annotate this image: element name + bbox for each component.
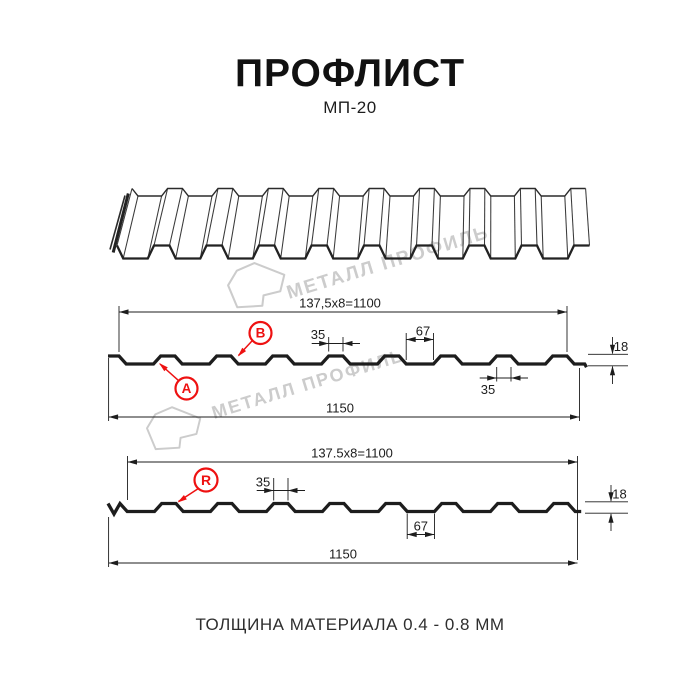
- drawing-shape: [378, 188, 385, 246]
- drawing-shape: [363, 188, 370, 246]
- sheet-front-edge: [115, 244, 590, 260]
- brand-logo-watermark: [146, 406, 202, 451]
- callout-letter-a: A: [182, 381, 192, 396]
- drawing-shape: [513, 195, 516, 259]
- drawing-shape: [415, 188, 421, 246]
- drawing-shape: [227, 195, 240, 259]
- arrowhead: [127, 459, 137, 465]
- drawing-shape: [431, 188, 435, 246]
- profile-section-ab: [108, 354, 588, 369]
- drawing-shape: [221, 188, 234, 246]
- profile-section-r: [106, 500, 582, 518]
- drawing-shape: [304, 195, 314, 259]
- drawing-shape: [175, 195, 189, 259]
- arrowhead: [568, 560, 578, 566]
- product-code: МП-20: [323, 98, 377, 117]
- arrowhead: [119, 309, 129, 315]
- arrowhead: [343, 340, 353, 347]
- drawing-shape: [468, 188, 471, 246]
- callout-letter-r: R: [201, 472, 211, 488]
- arrowhead: [264, 487, 274, 494]
- drawing-shape: [111, 193, 130, 253]
- page-title: ПРОФЛИСТ: [234, 52, 466, 95]
- drawing-shape: [273, 188, 284, 246]
- dim-label: 18: [614, 339, 628, 354]
- drawing-shape: [122, 195, 139, 259]
- drawing-shape: [205, 188, 219, 246]
- arrowhead: [108, 414, 119, 420]
- material-thickness-note: ТОЛЩИНА МАТЕРИАЛА 0.4 - 0.8 ММ: [195, 615, 505, 634]
- arrowhead: [557, 309, 567, 315]
- arrowhead: [570, 414, 580, 420]
- drawing-shape: [116, 188, 133, 246]
- brand-watermark-text: МЕТАЛЛ ПРОФИЛЬ: [209, 345, 407, 423]
- drawing-shape: [280, 195, 290, 259]
- brand-logo-watermark: [227, 262, 286, 309]
- arrowhead: [319, 340, 329, 347]
- arrowhead: [608, 513, 614, 523]
- drawing-shape: [199, 195, 213, 259]
- callout-letter-b: B: [256, 326, 266, 341]
- arrowhead: [159, 363, 168, 372]
- dim-label: 35: [311, 327, 325, 342]
- drawing-shape: [585, 188, 591, 246]
- sheet-back-edge: [131, 187, 586, 197]
- dim-label: 137,5x8=1100: [299, 296, 381, 311]
- arrowhead: [609, 365, 616, 376]
- sheet-3d-view: [109, 187, 591, 260]
- drawing-shape: [109, 195, 126, 250]
- callout-circle: [248, 320, 273, 346]
- arrowhead: [425, 531, 435, 538]
- arrowhead: [108, 560, 119, 566]
- arrowhead: [406, 336, 416, 343]
- dim-label: 35: [481, 382, 495, 397]
- brand-watermark-text: МЕТАЛЛ ПРОФИЛЬ: [284, 222, 491, 304]
- drawing-shape: [147, 195, 163, 259]
- drawing-shape: [332, 195, 341, 259]
- dim-label: 137.5x8=1100: [311, 446, 393, 461]
- drawing-shape: [310, 188, 320, 246]
- drawing-shape: [534, 188, 538, 246]
- arrowhead: [511, 375, 521, 381]
- drawing-shape: [564, 195, 569, 259]
- arrowhead: [288, 487, 298, 494]
- arrowhead: [487, 375, 497, 381]
- drawing-shape: [570, 188, 575, 246]
- drawing-shape: [252, 195, 263, 259]
- drawing-shape: [437, 195, 441, 259]
- callout-circle: [174, 376, 199, 401]
- dim-label: 67: [414, 519, 428, 534]
- drawing-shape: [168, 188, 183, 246]
- drawing-shape: [409, 195, 415, 259]
- drawing-shape: [153, 188, 169, 246]
- drawing-shape: [540, 195, 544, 259]
- drawing-shape: [385, 195, 391, 259]
- arrowhead: [609, 344, 616, 355]
- drawing-shape: [258, 188, 269, 246]
- arrowhead: [568, 459, 578, 465]
- callout-circle: [193, 467, 219, 493]
- drawing-shape: [326, 188, 335, 246]
- drawing-shape: [519, 188, 523, 246]
- arrowhead: [424, 336, 434, 343]
- arrowhead: [407, 531, 417, 538]
- arrowhead: [237, 347, 247, 357]
- arrowhead: [177, 495, 187, 503]
- dim-label: 67: [416, 324, 430, 339]
- dim-label: 1150: [329, 547, 357, 562]
- arrowhead: [608, 492, 614, 502]
- dim-label: 18: [612, 487, 626, 502]
- dim-label: 35: [256, 475, 270, 490]
- dim-label: 1150: [326, 401, 354, 416]
- drawing-shape: [357, 195, 364, 259]
- drawing-shape: [462, 195, 465, 259]
